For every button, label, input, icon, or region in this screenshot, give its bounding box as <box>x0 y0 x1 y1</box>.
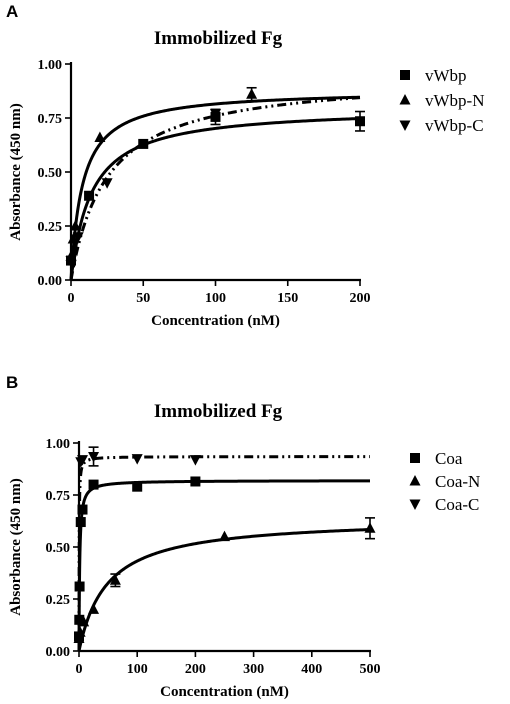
data-point-coa-n <box>364 522 376 533</box>
y-tick-label: 0.50 <box>46 541 71 556</box>
y-axis-label: Absorbance (450 nm) <box>8 103 24 241</box>
y-tick-label: 1.00 <box>46 437 71 452</box>
x-tick-label: 500 <box>360 662 381 677</box>
legend-marker-coa <box>410 453 420 463</box>
legend-label-vwbp: vWbp <box>425 66 467 85</box>
x-tick-label: 0 <box>76 662 83 677</box>
panel-letter: A <box>6 2 18 21</box>
x-tick-label: 100 <box>127 662 148 677</box>
y-tick-label: 1.00 <box>38 58 63 73</box>
data-point-coa-n <box>73 632 85 644</box>
x-tick-label: 100 <box>205 291 226 306</box>
legend-label-vwbp-c: vWbp-C <box>425 116 484 135</box>
data-point-coa-c <box>88 452 100 463</box>
chart-title: Immobilized Fg <box>154 28 283 49</box>
data-point-vwbp-c <box>72 232 84 243</box>
legend-label-coa-n: Coa-N <box>435 472 480 491</box>
data-point-coa-n <box>219 530 230 542</box>
data-point-vwbp-c <box>210 109 221 120</box>
y-axis-label: Absorbance (450 nm) <box>8 478 24 616</box>
x-axis-label: Concentration (nM) <box>151 313 280 329</box>
data-point-coa-n <box>78 615 90 627</box>
data-point-vwbp-n <box>94 131 106 142</box>
y-tick-label: 0.75 <box>46 489 71 504</box>
data-point-coa <box>75 517 86 528</box>
x-tick-label: 300 <box>243 662 264 677</box>
x-tick-label: 200 <box>185 662 206 677</box>
data-point-vwbp-n <box>67 232 79 244</box>
data-point-vwbp-c <box>65 256 77 267</box>
fit-curve-coa-c <box>77 455 370 651</box>
y-tick-label: 0.00 <box>46 645 71 660</box>
data-point-coa-c <box>131 454 143 465</box>
x-tick-label: 0 <box>68 291 75 306</box>
fit-curve-vwbp <box>69 117 361 281</box>
data-point-vwbp-n <box>69 220 81 231</box>
fit-curve-coa-n <box>77 528 371 652</box>
data-point-coa <box>88 479 99 490</box>
x-axis-label: Concentration (nM) <box>160 684 289 700</box>
data-point-vwbp <box>355 116 365 127</box>
legend-marker-coa-c <box>409 499 421 510</box>
fit-curve-vwbp-n <box>69 95 361 281</box>
data-point-coa-c <box>189 455 201 466</box>
panel-b: B Immobilized Fg 0.00 0.25 0.50 0.75 1.00 0 100 2… <box>6 373 480 700</box>
data-point-coa-n <box>109 574 121 585</box>
data-point-coa <box>74 614 85 625</box>
y-tick-label: 0.75 <box>38 112 63 127</box>
legend-marker-coa-n <box>409 475 421 486</box>
legend-marker-vwbp-c <box>399 120 411 131</box>
data-point-coa <box>77 504 88 515</box>
x-tick-label: 400 <box>301 662 322 677</box>
legend-label-coa-c: Coa-C <box>435 495 479 514</box>
chart-title: Immobilized Fg <box>154 401 283 422</box>
legend-marker-vwbp <box>400 70 410 80</box>
legend-marker-vwbp-n <box>399 94 411 105</box>
y-tick-label: 0.25 <box>38 220 63 235</box>
x-tick-label: 50 <box>136 291 150 306</box>
data-point-coa-c <box>76 455 88 466</box>
data-point-vwbp-n <box>246 88 258 99</box>
data-point-vwbp <box>138 138 149 149</box>
fit-curve-vwbp-c <box>69 96 361 281</box>
x-tick-label: 150 <box>277 291 298 306</box>
y-tick-label: 0.50 <box>38 166 63 181</box>
data-point-vwbp-c <box>101 178 113 189</box>
x-tick-label: 200 <box>350 291 371 306</box>
data-point-vwbp <box>84 190 95 201</box>
y-tick-label: 0.00 <box>38 274 63 289</box>
data-point-coa-n <box>88 603 100 614</box>
data-point-coa-n <box>74 626 86 637</box>
data-point-coa <box>190 476 201 487</box>
legend-label-coa: Coa <box>435 449 463 468</box>
panel-a: A Immobilized Fg 0.00 0.25 0.50 0.75 1.00 0 50 10… <box>6 2 484 329</box>
y-tick-label: 0.25 <box>46 593 71 608</box>
panel-letter: B <box>6 373 18 392</box>
legend-label-vwbp-n: vWbp-N <box>425 91 484 110</box>
data-point-coa <box>132 481 143 492</box>
data-point-coa <box>74 581 85 592</box>
fit-curve-coa <box>77 479 370 651</box>
